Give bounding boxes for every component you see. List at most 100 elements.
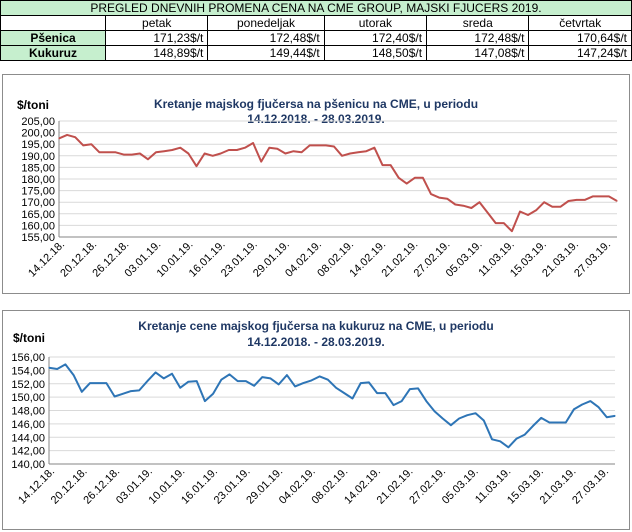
data-point (581, 403, 583, 406)
data-point (384, 392, 386, 394)
data-point (105, 382, 108, 384)
data-point (196, 380, 198, 382)
data-point (341, 155, 343, 157)
data-point (462, 205, 464, 207)
column-header: utorak (323, 15, 428, 31)
data-point (487, 212, 489, 214)
column-header: sreda (426, 15, 530, 31)
data-point (540, 417, 542, 419)
data-point (56, 368, 58, 370)
data-point (73, 374, 75, 376)
table-cell: 148,89$/t (104, 45, 209, 61)
data-point (430, 193, 432, 195)
data-point (373, 147, 375, 149)
data-point (317, 144, 319, 146)
data-point (556, 421, 559, 424)
y-tick-label: 205,00 (21, 116, 55, 128)
data-point (409, 388, 411, 390)
data-point (171, 373, 173, 375)
data-point (474, 412, 477, 414)
data-point (48, 367, 50, 369)
data-point (284, 152, 287, 155)
y-tick-label: 195,00 (21, 139, 55, 151)
data-point (301, 151, 303, 153)
data-point (600, 195, 602, 197)
table-cell: 148,50$/t (323, 45, 428, 61)
data-point (310, 379, 313, 382)
chart-title: Kretanje majskog fjučersa na pšenicu na … (154, 97, 478, 111)
data-point (495, 222, 497, 224)
data-point (614, 415, 616, 417)
y-tick-label: 160,00 (21, 220, 55, 232)
y-tick-label: 180,00 (21, 174, 55, 186)
data-point (228, 373, 231, 375)
data-point (97, 382, 99, 384)
data-point (548, 421, 550, 424)
data-point (203, 152, 206, 155)
data-point (163, 150, 165, 152)
data-point (268, 147, 270, 149)
data-point (131, 154, 133, 156)
y-tick-label: 144,00 (11, 432, 45, 444)
data-point (236, 149, 238, 151)
y-tick-label: 200,00 (21, 128, 55, 140)
data-point (171, 149, 173, 151)
data-point (187, 381, 190, 383)
data-point (64, 363, 67, 365)
y-tick-label: 150,00 (11, 392, 45, 404)
data-point (575, 199, 578, 201)
data-point (212, 393, 214, 395)
data-point (365, 150, 367, 152)
y-tick-label: 146,00 (11, 419, 45, 431)
data-point (470, 207, 473, 209)
data-point (392, 404, 395, 406)
data-point (551, 206, 553, 208)
data-point (454, 203, 456, 206)
y-tick-label: 155,00 (21, 232, 55, 244)
data-point (357, 151, 359, 153)
data-point (567, 200, 570, 202)
data-point (401, 400, 403, 402)
y-tick-label: 170,00 (21, 197, 55, 209)
table-cell: 172,48$/t (207, 30, 325, 46)
data-point (608, 195, 610, 197)
data-point (584, 199, 586, 201)
x-tick-label: 27.03.19. (570, 466, 611, 507)
y-tick-label: 142,00 (11, 446, 45, 458)
data-point (360, 382, 362, 384)
data-point (253, 385, 255, 387)
data-point (616, 200, 618, 202)
data-point (417, 387, 419, 390)
data-point (535, 209, 537, 211)
data-point (114, 395, 116, 398)
data-point (204, 400, 206, 402)
data-point (543, 201, 545, 203)
data-point (138, 389, 140, 392)
data-point (294, 385, 296, 388)
price-table: PREGLED DNEVNIH PROMENA CENA NA CME GROU… (0, 0, 632, 61)
data-point (425, 400, 427, 402)
data-point (122, 393, 124, 395)
y-tick-label: 190,00 (21, 151, 55, 163)
data-point (195, 165, 198, 167)
data-point (220, 379, 222, 381)
column-header: petak (104, 15, 209, 31)
data-point (565, 421, 567, 424)
data-point (89, 382, 91, 384)
data-point (466, 414, 468, 416)
data-point (106, 151, 109, 153)
series-line (48, 363, 616, 449)
data-point (220, 152, 222, 155)
data-point (147, 158, 149, 160)
y-axis-label: $/toni (17, 98, 49, 112)
data-point (507, 446, 509, 448)
data-point (515, 437, 518, 440)
table-row: Kukuruz 148,89$/t 149,44$/t 148,50$/t 14… (0, 45, 632, 61)
data-point (446, 198, 448, 200)
data-point (433, 410, 436, 412)
data-point (237, 380, 239, 382)
data-point (228, 149, 230, 151)
y-tick-label: 165,00 (21, 209, 55, 221)
data-point (286, 374, 288, 376)
table-cell: 149,44$/t (207, 45, 325, 61)
